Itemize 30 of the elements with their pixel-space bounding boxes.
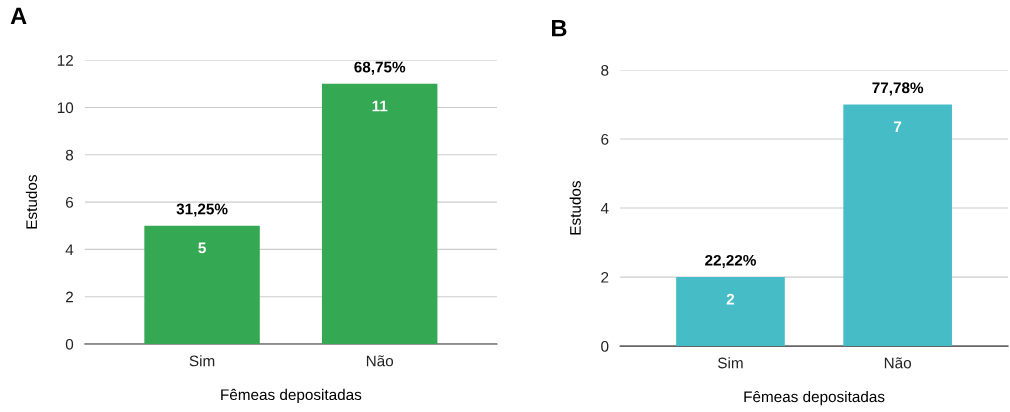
y-tick-label: 0 <box>601 340 609 352</box>
data-label: 2 <box>726 293 735 305</box>
data-label: 5 <box>198 242 206 254</box>
x-axis-title: Fêmeas depositadas <box>744 390 885 406</box>
y-tick-label: 8 <box>65 149 74 161</box>
y-tick-label: 6 <box>601 133 609 145</box>
chart-title: A <box>10 7 27 24</box>
y-tick-label: 2 <box>601 271 609 283</box>
y-tick-label: 2 <box>66 291 73 303</box>
x-axis-title: Fêmeas depositadas <box>221 388 362 404</box>
x-tick-label: Sim <box>718 357 743 369</box>
x-tick-label: Não <box>884 357 912 369</box>
y-tick-label: 12 <box>57 55 73 66</box>
annotation: 77,78% <box>872 82 924 96</box>
annotation: 31,25% <box>176 203 228 217</box>
annotation: 22,22% <box>705 254 756 268</box>
y-tick-label: 6 <box>66 196 74 208</box>
y-axis-title: Estudos <box>569 181 581 235</box>
y-tick-label: 0 <box>65 338 74 350</box>
y-tick-label: 4 <box>65 244 74 255</box>
y-tick-label: 10 <box>57 102 74 114</box>
y-tick-label: 8 <box>601 64 609 76</box>
x-tick-label: Não <box>366 355 394 367</box>
x-tick-label: Sim <box>189 355 215 367</box>
y-axis-title: Estudos <box>25 175 38 229</box>
annotation: 68,75% <box>354 61 406 75</box>
data-label: 7 <box>894 121 902 132</box>
chart-title: B <box>552 20 567 37</box>
y-tick-label: 4 <box>600 203 609 214</box>
data-label: 11 <box>372 100 388 112</box>
